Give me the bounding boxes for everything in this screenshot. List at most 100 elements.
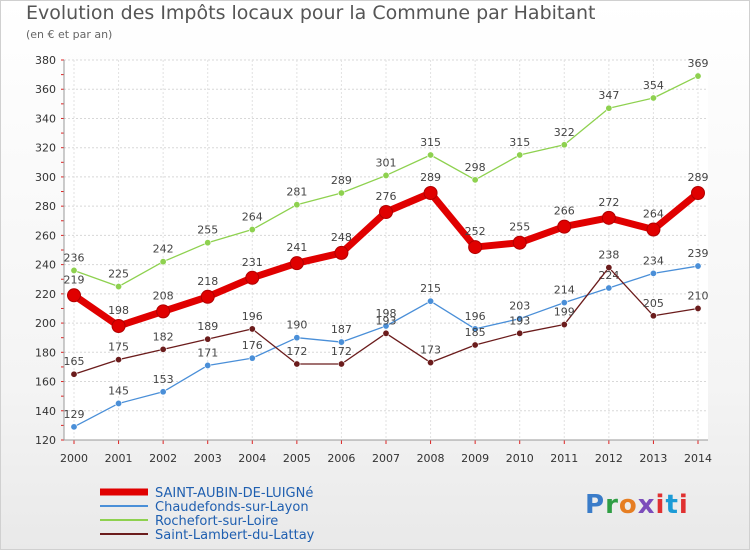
data-label: 315 (420, 136, 441, 149)
data-label: 198 (108, 304, 129, 317)
data-point (204, 239, 212, 247)
data-label: 196 (465, 310, 486, 323)
data-point (382, 329, 390, 337)
data-point (115, 399, 123, 407)
data-label: 266 (554, 205, 575, 218)
data-point (337, 189, 345, 197)
proxiti-logo: Proxiti (585, 490, 689, 520)
data-point (605, 284, 613, 292)
data-label: 185 (465, 326, 486, 339)
data-point (427, 151, 435, 159)
x-tick-label: 2002 (149, 452, 177, 465)
data-point (557, 219, 572, 234)
data-label: 239 (688, 247, 709, 260)
data-point (471, 341, 479, 349)
data-label: 214 (554, 284, 575, 297)
chart-title: Evolution des Impôts locaux pour la Comm… (26, 2, 596, 24)
x-tick-label: 2013 (639, 452, 667, 465)
data-point (293, 360, 301, 368)
data-label: 193 (509, 314, 530, 327)
data-label: 236 (64, 251, 85, 264)
data-label: 289 (331, 174, 352, 187)
data-point (70, 370, 78, 378)
data-label: 171 (197, 346, 218, 359)
data-point (601, 210, 616, 225)
data-label: 241 (286, 241, 307, 254)
y-tick-label: 380 (35, 54, 56, 67)
data-label: 264 (643, 208, 664, 221)
data-label: 193 (376, 314, 397, 327)
y-tick-label: 160 (35, 376, 56, 389)
data-point (560, 321, 568, 329)
data-point (159, 258, 167, 266)
y-tick-label: 180 (35, 346, 56, 359)
data-label: 145 (108, 384, 129, 397)
y-tick-label: 320 (35, 142, 56, 155)
data-label: 205 (643, 297, 664, 310)
x-tick-label: 2010 (506, 452, 534, 465)
data-point (204, 361, 212, 369)
data-label: 234 (643, 254, 664, 267)
data-label: 176 (242, 339, 263, 352)
data-label: 255 (197, 224, 218, 237)
data-point (471, 176, 479, 184)
data-point (605, 104, 613, 112)
data-point (691, 186, 705, 200)
x-tick-label: 2007 (372, 452, 400, 465)
data-label: 198 (376, 307, 397, 320)
legend-label: Chaudefonds-sur-Layon (155, 500, 309, 515)
data-label: 190 (286, 319, 307, 332)
data-point (516, 329, 524, 337)
data-point (379, 205, 393, 219)
x-tick-label: 2009 (461, 452, 489, 465)
data-point (382, 322, 390, 330)
data-point (512, 235, 527, 250)
data-point (293, 201, 301, 209)
data-point (649, 269, 657, 277)
data-label: 182 (153, 330, 174, 343)
x-tick-label: 2011 (550, 452, 578, 465)
data-label: 301 (376, 156, 397, 169)
data-label: 189 (197, 320, 218, 333)
data-label: 172 (286, 345, 307, 358)
y-tick-label: 200 (35, 317, 56, 330)
data-label: 175 (108, 341, 129, 354)
data-label: 255 (509, 221, 530, 234)
data-label: 289 (420, 171, 441, 184)
data-label: 225 (108, 268, 129, 281)
data-label: 173 (420, 344, 441, 357)
data-point (337, 360, 345, 368)
data-point (694, 72, 702, 80)
data-point (248, 325, 256, 333)
x-tick-label: 2014 (684, 452, 712, 465)
data-point (245, 270, 260, 285)
data-point (334, 245, 349, 260)
data-label: 218 (197, 275, 218, 288)
data-label: 231 (242, 256, 263, 269)
x-tick-label: 2000 (60, 452, 88, 465)
data-label: 165 (64, 355, 85, 368)
data-point (248, 354, 256, 362)
data-label: 196 (242, 310, 263, 323)
y-tick-label: 240 (35, 259, 56, 272)
y-tick-label: 340 (35, 112, 56, 125)
data-point (516, 151, 524, 159)
data-label: 224 (598, 269, 619, 282)
data-label: 281 (286, 186, 307, 199)
x-tick-label: 2006 (327, 452, 355, 465)
data-label: 242 (153, 243, 174, 256)
data-label: 252 (465, 225, 486, 238)
data-point (111, 319, 126, 333)
data-point (560, 299, 568, 307)
data-point (427, 297, 435, 305)
data-label: 264 (242, 211, 263, 224)
data-label: 199 (554, 306, 575, 319)
data-label: 276 (376, 190, 397, 203)
data-label: 129 (64, 408, 85, 421)
data-label: 272 (598, 196, 619, 209)
x-tick-label: 2008 (417, 452, 445, 465)
data-label: 238 (598, 249, 619, 262)
data-label: 248 (331, 231, 352, 244)
data-point (289, 256, 304, 271)
